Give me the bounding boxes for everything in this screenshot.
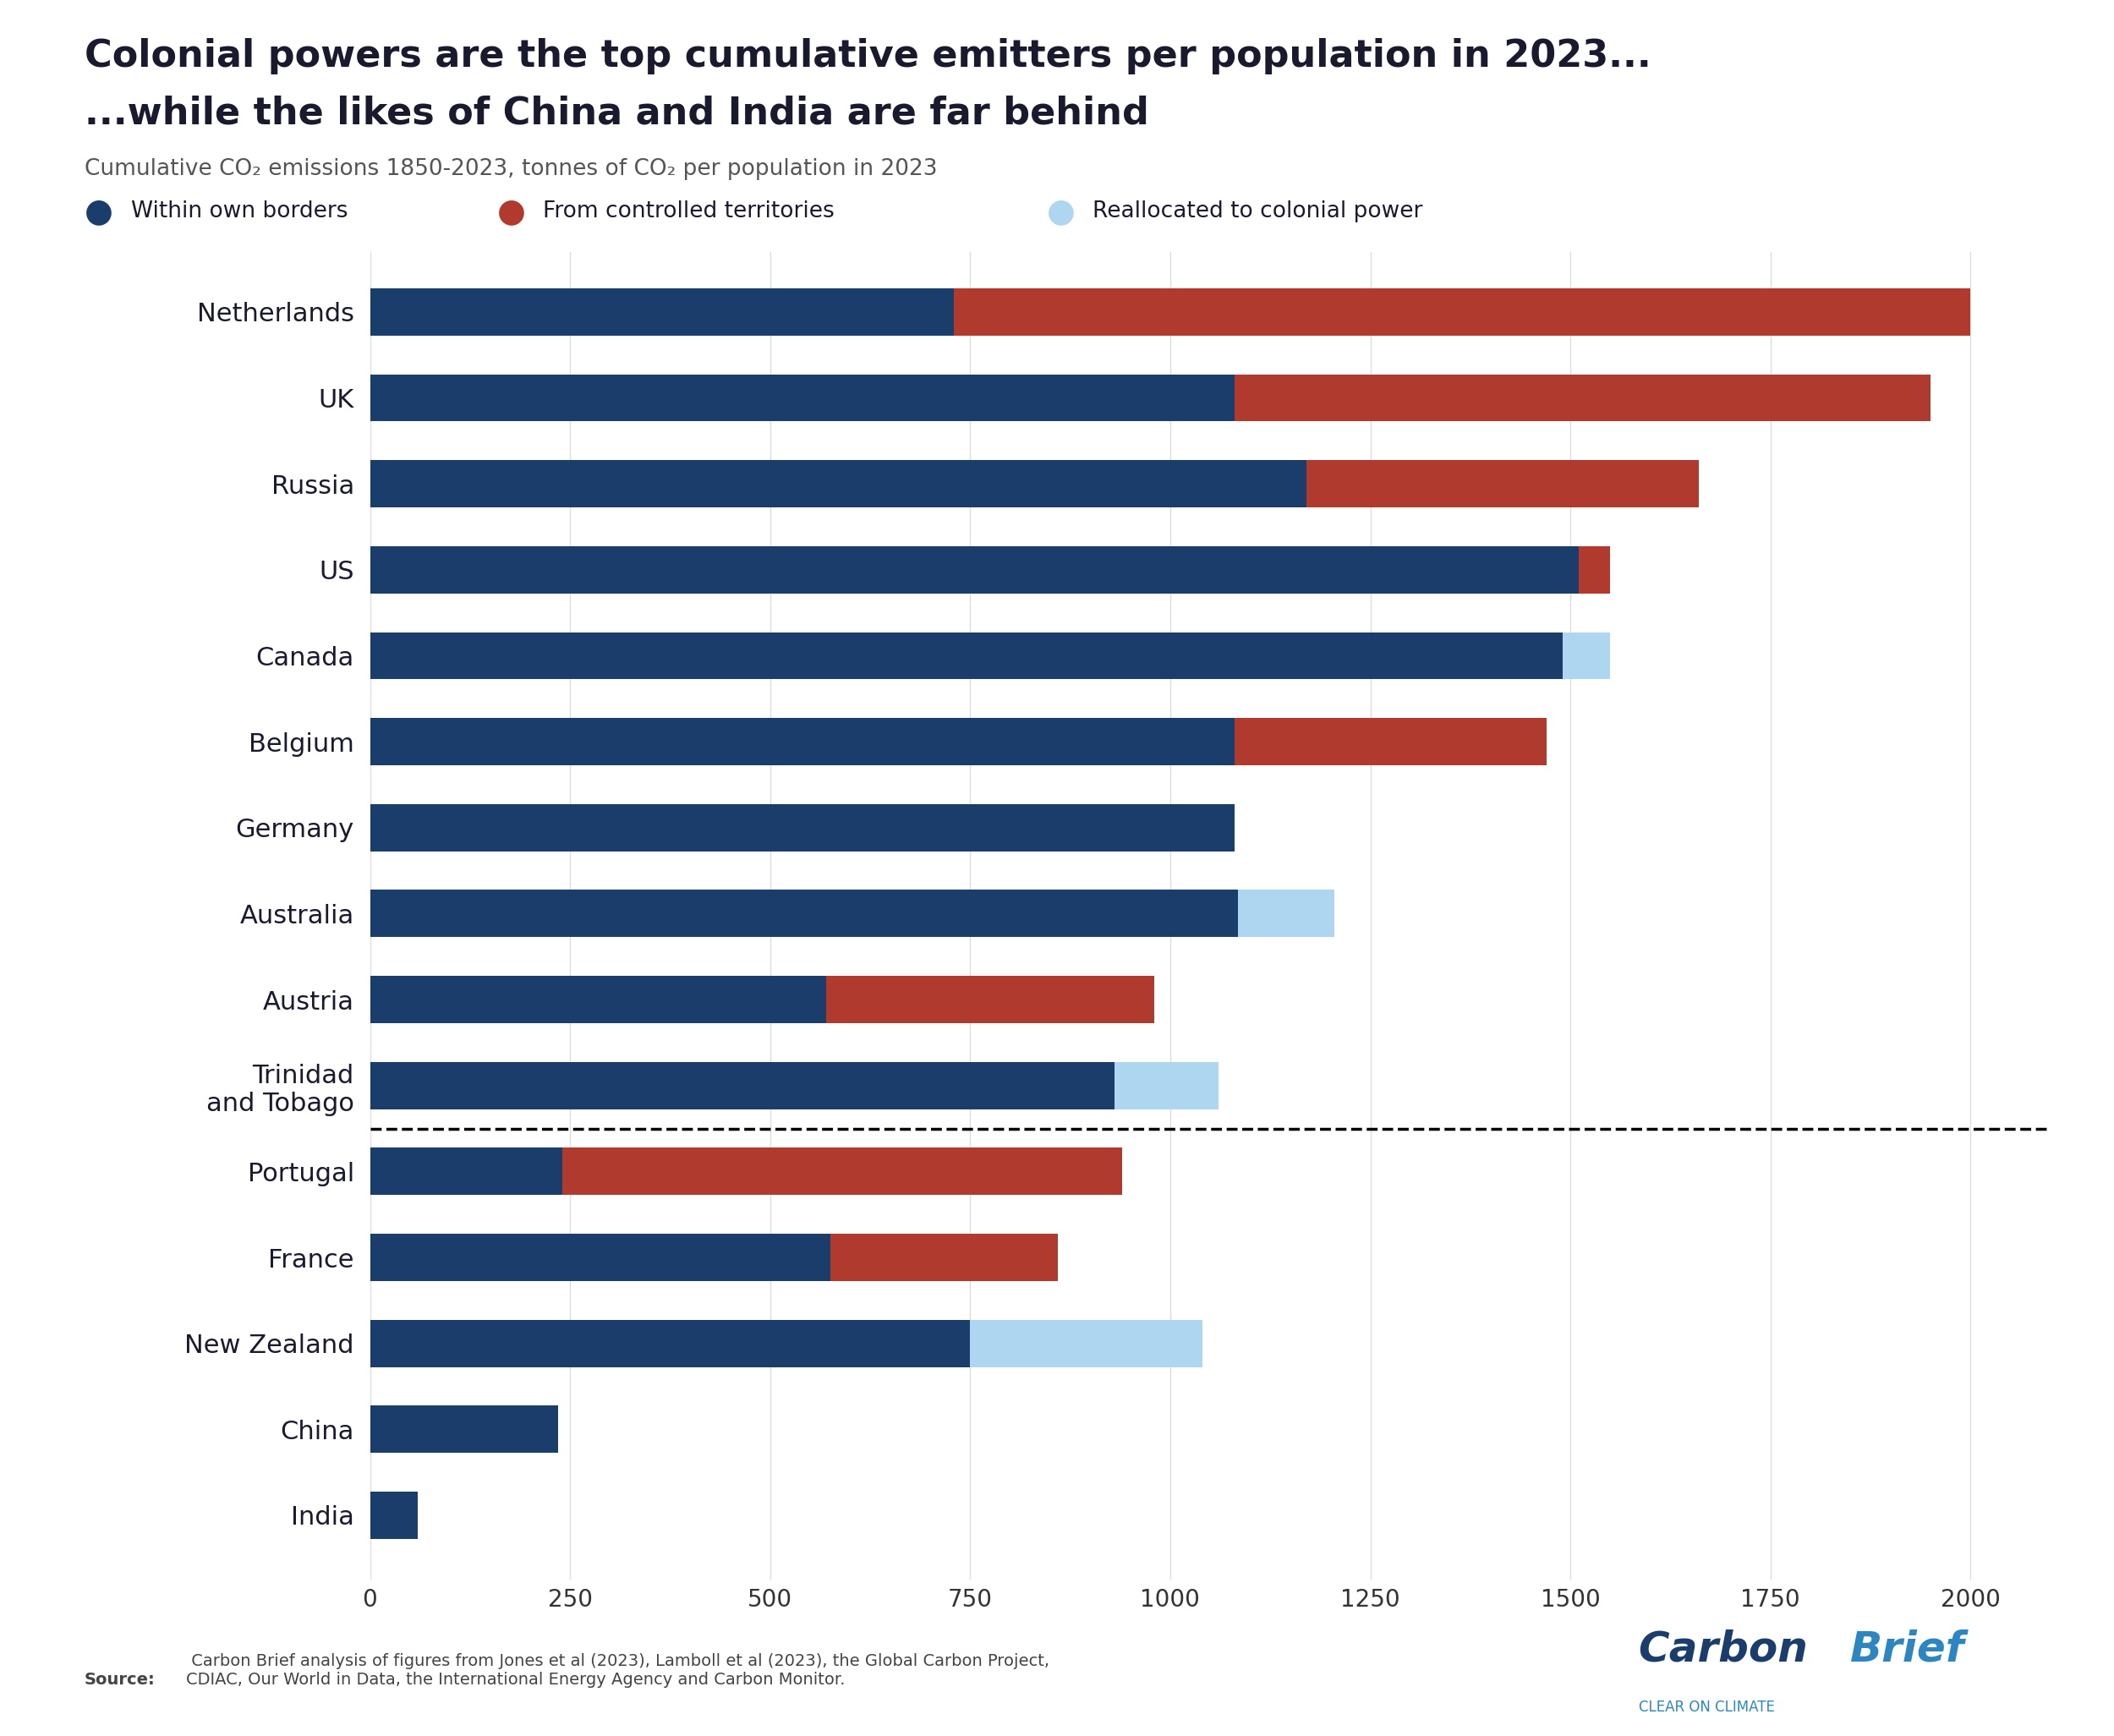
Bar	[370, 1319, 970, 1366]
Bar	[1239, 891, 1334, 937]
Text: Source:: Source:	[85, 1672, 156, 1687]
Bar	[1579, 547, 1611, 594]
Bar	[370, 976, 827, 1023]
Bar	[827, 976, 1154, 1023]
Text: From controlled territories: From controlled territories	[543, 201, 835, 222]
Bar	[370, 375, 1235, 422]
Bar	[1114, 1062, 1218, 1109]
Bar	[831, 1234, 1059, 1281]
Text: Carbon: Carbon	[1638, 1630, 1807, 1670]
Bar	[1235, 719, 1547, 766]
Bar	[370, 719, 1235, 766]
Text: Reallocated to colonial power: Reallocated to colonial power	[1093, 201, 1423, 222]
Bar	[370, 1147, 562, 1194]
Bar	[370, 288, 953, 335]
Bar	[370, 547, 1579, 594]
Bar	[1235, 375, 1930, 422]
Bar	[370, 804, 1235, 851]
Bar	[370, 1406, 558, 1453]
Text: ●: ●	[497, 196, 526, 227]
Text: Cumulative CO₂ emissions 1850-2023, tonnes of CO₂ per population in 2023: Cumulative CO₂ emissions 1850-2023, tonn…	[85, 158, 937, 181]
Bar	[1562, 632, 1611, 679]
Bar	[1306, 460, 1698, 507]
Text: Brief: Brief	[1850, 1630, 1964, 1670]
Text: Carbon Brief analysis of figures from Jones et al (2023), Lamboll et al (2023), : Carbon Brief analysis of figures from Jo…	[186, 1653, 1049, 1687]
Text: Within own borders: Within own borders	[131, 201, 349, 222]
Bar	[370, 1062, 1114, 1109]
Bar	[370, 1234, 831, 1281]
Bar	[953, 288, 1970, 335]
Text: Colonial powers are the top cumulative emitters per population in 2023...: Colonial powers are the top cumulative e…	[85, 38, 1651, 75]
Text: ...while the likes of China and India are far behind: ...while the likes of China and India ar…	[85, 95, 1150, 132]
Bar	[370, 460, 1306, 507]
Text: CLEAR ON CLIMATE: CLEAR ON CLIMATE	[1638, 1700, 1774, 1715]
Text: ●: ●	[1046, 196, 1076, 227]
Bar	[370, 891, 1239, 937]
Bar	[970, 1319, 1203, 1366]
Bar	[370, 632, 1562, 679]
Text: ●: ●	[85, 196, 114, 227]
Bar	[562, 1147, 1123, 1194]
Bar	[370, 1491, 419, 1538]
